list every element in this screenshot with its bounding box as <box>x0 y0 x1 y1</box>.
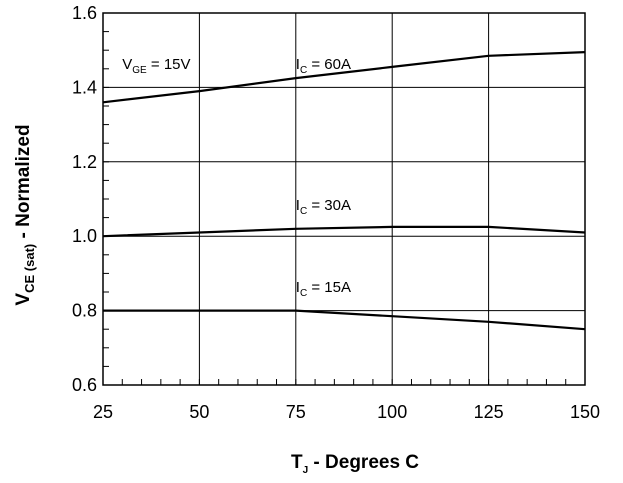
y-tick-label: 1.2 <box>72 152 97 172</box>
y-tick-label: 0.6 <box>72 375 97 395</box>
annotation-ic60: IC = 60A <box>296 56 351 76</box>
data-series <box>102 51 586 331</box>
tick-labels: 25 50 75 100 125 150 0.6 0.8 1.0 1.2 1.4 1.6 <box>72 3 600 422</box>
x-axis-title: TJ - Degrees C <box>291 452 419 476</box>
y-tick-label: 1.0 <box>72 226 97 246</box>
x-tick-label: 50 <box>189 402 209 422</box>
x-tick-label: 150 <box>570 402 600 422</box>
x-tick-label: 75 <box>286 402 306 422</box>
annotation-ic30: IC = 30A <box>296 197 351 217</box>
x-tick-label: 25 <box>93 402 113 422</box>
y-tick-label: 0.8 <box>72 301 97 321</box>
series-line-ic15 <box>103 309 586 331</box>
x-tick-label: 100 <box>377 402 407 422</box>
series-line-ic60 <box>102 51 586 104</box>
y-axis-title: VCE (sat) - Normalized <box>13 124 37 305</box>
series-line-ic30 <box>102 225 586 238</box>
annotation-ic15: IC = 15A <box>296 279 351 299</box>
y-tick-label: 1.4 <box>72 77 97 97</box>
x-tick-label: 125 <box>474 402 504 422</box>
annotations: VGE = 15V IC = 60A IC = 30A IC = 15A <box>122 56 351 299</box>
plot-frame <box>102 12 586 386</box>
annotation-vge: VGE = 15V <box>122 56 190 76</box>
y-tick-label: 1.6 <box>72 3 97 23</box>
